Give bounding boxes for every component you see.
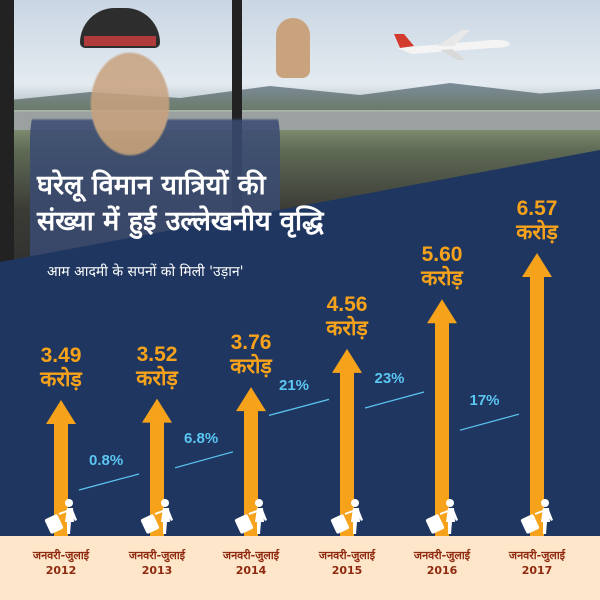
arrow-head xyxy=(427,299,457,324)
cap-band xyxy=(84,36,156,46)
arrow-head xyxy=(522,253,552,277)
value-label: 3.76 करोड़ xyxy=(206,331,296,379)
value-number: 3.49 xyxy=(40,344,82,367)
growth-line xyxy=(268,398,330,416)
airplane-icon xyxy=(394,30,510,60)
x-axis-period: जनवरी-जुलाई xyxy=(128,549,186,562)
x-axis-year: 2012 xyxy=(45,564,77,577)
headline-line-1: घरेलू विमान यात्रियों की xyxy=(37,170,266,201)
subtitle: आम आदमी के सपनों को मिली 'उड़ान' xyxy=(47,264,244,280)
value-number: 5.60 xyxy=(421,243,463,267)
arrow-head xyxy=(142,398,172,423)
arrow-head xyxy=(46,400,76,424)
growth-label: 17% xyxy=(469,392,500,410)
value-label: 3.49 करोड़ xyxy=(16,344,106,392)
arrow-head xyxy=(332,348,362,373)
value-unit: करोड़ xyxy=(230,355,272,379)
x-axis-year: 2016 xyxy=(426,564,458,577)
x-axis-label: जनवरी-जुलाई 2016 xyxy=(387,548,497,578)
value-number: 3.52 xyxy=(136,342,178,366)
value-label: 5.60 करोड़ xyxy=(397,243,487,291)
arrow-shaft xyxy=(530,276,544,536)
growth-label: 21% xyxy=(279,377,310,395)
value-label: 3.52 करोड़ xyxy=(112,343,202,391)
headline-line-2: संख्या में हुई उल्लेखनीय वृद्धि xyxy=(37,206,324,237)
x-axis-year: 2013 xyxy=(141,564,173,577)
value-number: 4.56 xyxy=(326,292,368,316)
value-number: 6.57 xyxy=(516,197,558,220)
x-axis-period: जनवरी-जुलाई xyxy=(318,549,376,562)
x-axis-label: जनवरी-जुलाई 2014 xyxy=(196,548,306,578)
x-axis-label: जनवरी-जुलाई 2017 xyxy=(482,548,592,578)
footer-strip xyxy=(0,536,600,600)
x-axis-label: जनवरी-जुलाई 2012 xyxy=(6,548,116,578)
x-axis-label: जनवरी-जुलाई 2015 xyxy=(292,548,402,578)
x-axis-year: 2017 xyxy=(521,564,553,577)
value-label: 4.56 करोड़ xyxy=(302,293,392,341)
growth-line xyxy=(174,451,234,469)
arrow-shaft xyxy=(435,322,449,536)
arrow-head xyxy=(236,387,266,412)
x-axis-label: जनवरी-जुलाई 2013 xyxy=(102,548,212,578)
value-label: 6.57 करोड़ xyxy=(492,197,582,245)
x-axis-period: जनवरी-जुलाई xyxy=(32,549,90,562)
value-unit: करोड़ xyxy=(421,267,463,291)
headline: घरेलू विमान यात्रियों की संख्या में हुई … xyxy=(37,168,397,240)
growth-label: 0.8% xyxy=(89,452,124,469)
x-axis-period: जनवरी-जुलाई xyxy=(222,549,280,562)
value-unit: करोड़ xyxy=(326,316,368,340)
arrow-shaft xyxy=(340,371,354,536)
value-unit: करोड़ xyxy=(516,221,558,244)
arrow-shaft xyxy=(244,410,258,536)
traveler-with-luggage-icon xyxy=(234,499,267,534)
x-axis-year: 2014 xyxy=(235,564,267,577)
growth-label: 23% xyxy=(374,370,405,387)
traveler-with-luggage-icon xyxy=(520,499,553,534)
growth-line xyxy=(459,413,520,431)
growth-line xyxy=(78,473,140,491)
value-unit: करोड़ xyxy=(40,368,82,391)
waving-hand xyxy=(276,18,310,78)
value-unit: करोड़ xyxy=(136,366,178,390)
value-number: 3.76 xyxy=(230,331,272,355)
traveler-with-luggage-icon xyxy=(140,499,173,534)
arrow-shaft xyxy=(54,423,68,536)
x-axis-period: जनवरी-जुलाई xyxy=(413,549,471,562)
traveler-with-luggage-icon xyxy=(425,499,458,534)
traveler-with-luggage-icon xyxy=(44,499,77,534)
growth-line xyxy=(364,391,425,409)
growth-label: 6.8% xyxy=(184,429,219,447)
x-axis-period: जनवरी-जुलाई xyxy=(508,549,566,562)
window-frame xyxy=(0,0,14,300)
arrow-shaft xyxy=(150,421,164,536)
x-axis-year: 2015 xyxy=(331,564,363,577)
traveler-with-luggage-icon xyxy=(330,499,363,534)
